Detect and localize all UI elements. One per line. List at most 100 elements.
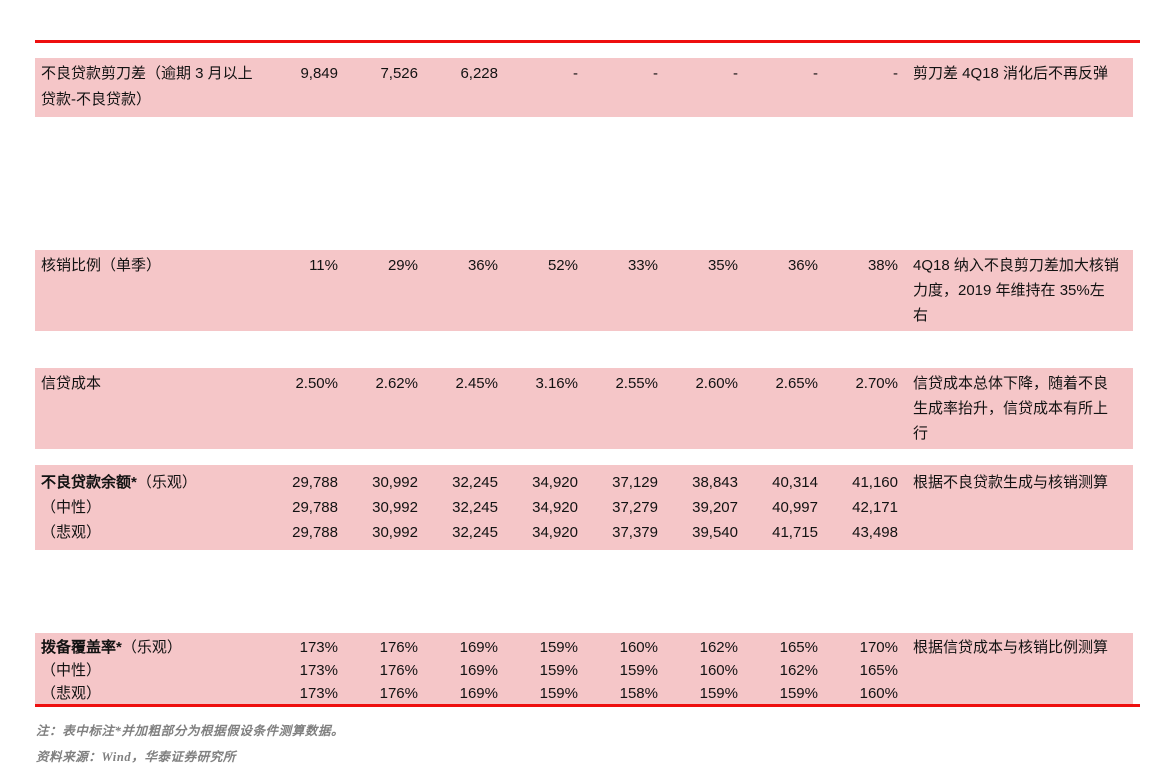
table-footnote: 注：表中标注*并加粗部分为根据假设条件测算数据。 xyxy=(36,724,345,738)
value-cell: 159% xyxy=(539,685,578,702)
value-cell: 162% xyxy=(779,662,818,679)
value-cell: - xyxy=(733,65,738,82)
value-cell: 6,228 xyxy=(460,65,498,82)
row-label: 拨备覆盖率*（乐观） xyxy=(35,636,260,659)
value-cell: 41,160 xyxy=(852,474,898,491)
value-cell: 169% xyxy=(459,685,498,702)
value-cell: 173% xyxy=(299,639,338,656)
note-cell-empty xyxy=(900,520,1133,521)
value-cell: 160% xyxy=(619,639,658,656)
value-cell: 37,129 xyxy=(612,474,658,491)
value-cell: 169% xyxy=(459,639,498,656)
value-cell: 29,788 xyxy=(292,474,338,491)
row-label: 核销比例（单季） xyxy=(41,257,162,274)
value-cell: 37,379 xyxy=(612,524,658,541)
row-writeoff-ratio: 核销比例（单季） 11% 29% 36% 52% 33% 35% 36% 38%… xyxy=(35,250,1133,331)
value-cell: 29,788 xyxy=(292,524,338,541)
row-label: 不良贷款剪刀差（逾期 3 月以上贷款-不良贷款） xyxy=(41,65,253,108)
row-label: （悲观） xyxy=(41,685,102,702)
value-cell: 37,279 xyxy=(612,499,658,516)
value-cell: 34,920 xyxy=(532,524,578,541)
value-cell: 36% xyxy=(787,257,818,274)
row-label: 信贷成本 xyxy=(41,375,102,392)
note-cell: 根据信贷成本与核销比例测算 xyxy=(900,636,1133,659)
value-cell: 40,314 xyxy=(772,474,818,491)
note-cell: 剪刀差 4Q18 消化后不再反弹 xyxy=(900,61,1133,87)
row-label: （悲观） xyxy=(41,524,102,541)
group-provision-coverage: 拨备覆盖率*（乐观） 173% 176% 169% 159% 160% 162%… xyxy=(35,633,1133,705)
row-credit-cost: 信贷成本 2.50% 2.62% 2.45% 3.16% 2.55% 2.60%… xyxy=(35,368,1133,449)
value-cell: 165% xyxy=(859,662,898,679)
value-cell: 7,526 xyxy=(380,65,418,82)
row-npl-scissors-gap: 不良贷款剪刀差（逾期 3 月以上贷款-不良贷款） 9,849 7,526 6,2… xyxy=(35,58,1133,117)
value-cell: 34,920 xyxy=(532,499,578,516)
value-cell: 52% xyxy=(547,257,578,274)
value-cell: 11% xyxy=(309,257,338,274)
value-cell: 176% xyxy=(379,685,418,702)
note-cell: 4Q18 纳入不良剪刀差加大核销力度，2019 年维持在 35%左右 xyxy=(900,253,1133,328)
row-label: 不良贷款余额*（乐观） xyxy=(35,470,260,495)
value-cell: 176% xyxy=(379,662,418,679)
row-label-scenario: （乐观） xyxy=(136,474,197,491)
value-cell: 159% xyxy=(699,685,738,702)
value-cell: 9,849 xyxy=(300,65,338,82)
value-cell: - xyxy=(893,65,898,82)
value-cell: 30,992 xyxy=(372,524,418,541)
value-cell: 170% xyxy=(859,639,898,656)
table-top-border xyxy=(35,40,1140,43)
value-cell: 2.45% xyxy=(455,375,498,392)
value-cell: - xyxy=(653,65,658,82)
value-cell: 2.62% xyxy=(375,375,418,392)
value-cell: 159% xyxy=(539,662,578,679)
note-cell: 根据不良贷款生成与核销测算 xyxy=(900,470,1133,495)
value-cell: 29% xyxy=(387,257,418,274)
note-cell-empty xyxy=(900,682,1133,683)
value-cell: 165% xyxy=(779,639,818,656)
note-text: 剪刀差 4Q18 消化后不再反弹 xyxy=(913,65,1109,82)
value-cell: 30,992 xyxy=(372,474,418,491)
value-cell: 162% xyxy=(699,639,738,656)
data-source-line: 资料来源：Wind，华泰证券研究所 xyxy=(36,750,237,764)
row-label-bold: 拨备覆盖率* xyxy=(41,639,122,656)
value-cell: 36% xyxy=(467,257,498,274)
row-label-bold: 不良贷款余额* xyxy=(41,474,137,491)
value-cell: 176% xyxy=(379,639,418,656)
value-cell: 32,245 xyxy=(452,524,498,541)
value-cell: - xyxy=(573,65,578,82)
value-cell: 41,715 xyxy=(772,524,818,541)
value-cell: 34,920 xyxy=(532,474,578,491)
table-bottom-border xyxy=(35,704,1140,707)
value-cell: 32,245 xyxy=(452,499,498,516)
note-text: 信贷成本总体下降，随着不良生成率抬升，信贷成本有所上行 xyxy=(913,375,1109,442)
note-cell-empty xyxy=(900,495,1133,496)
value-cell: 32,245 xyxy=(452,474,498,491)
value-cell: 39,207 xyxy=(692,499,738,516)
group-npl-balance: 不良贷款余额*（乐观） 29,788 30,992 32,245 34,920 … xyxy=(35,465,1133,550)
value-cell: 38,843 xyxy=(692,474,738,491)
note-cell: 信贷成本总体下降，随着不良生成率抬升，信贷成本有所上行 xyxy=(900,371,1133,446)
row-label-scenario: （乐观） xyxy=(121,639,182,656)
note-text: 根据不良贷款生成与核销测算 xyxy=(913,474,1109,491)
value-cell: 42,171 xyxy=(852,499,898,516)
value-cell: 38% xyxy=(867,257,898,274)
value-cell: 173% xyxy=(299,662,338,679)
value-cell: 43,498 xyxy=(852,524,898,541)
value-cell: 40,997 xyxy=(772,499,818,516)
value-cell: 29,788 xyxy=(292,499,338,516)
value-cell: 3.16% xyxy=(535,375,578,392)
note-cell-empty xyxy=(900,659,1133,660)
value-cell: 158% xyxy=(619,685,658,702)
value-cell: 2.65% xyxy=(775,375,818,392)
note-text: 4Q18 纳入不良剪刀差加大核销力度，2019 年维持在 35%左右 xyxy=(913,257,1119,324)
value-cell: 159% xyxy=(619,662,658,679)
value-cell: 169% xyxy=(459,662,498,679)
note-text: 根据信贷成本与核销比例测算 xyxy=(913,639,1109,656)
value-cell: 39,540 xyxy=(692,524,738,541)
value-cell: 2.60% xyxy=(695,375,738,392)
row-label: （中性） xyxy=(41,499,102,516)
value-cell: 2.50% xyxy=(295,375,338,392)
value-cell: 35% xyxy=(707,257,738,274)
value-cell: 159% xyxy=(779,685,818,702)
value-cell: 2.55% xyxy=(615,375,658,392)
